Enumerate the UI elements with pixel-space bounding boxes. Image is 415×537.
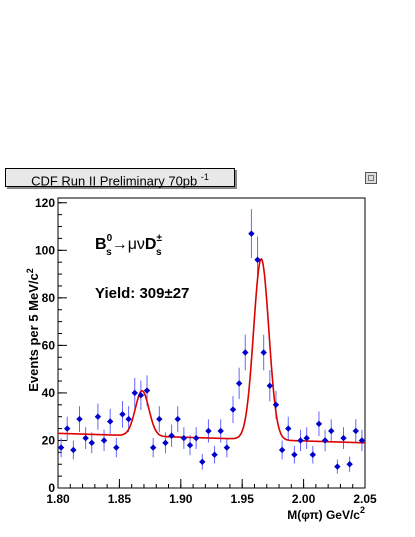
data-point (242, 349, 249, 356)
data-point (229, 406, 237, 413)
data-point (211, 451, 218, 458)
data-point (248, 230, 255, 237)
decay-arrow: →μν (112, 236, 145, 253)
data-point (278, 446, 286, 454)
plot-border (57, 197, 366, 489)
fit-curve (57, 257, 366, 444)
chart-title-text: CDF Run II Preliminary 70pb (31, 173, 198, 189)
y-tick-label: 0 (48, 481, 55, 495)
canvas-options-icon[interactable] (365, 172, 377, 184)
data-point (57, 444, 65, 451)
data-points (57, 230, 366, 470)
data-point (94, 413, 102, 420)
data-point (309, 451, 317, 458)
y-tick-label: 80 (42, 291, 56, 305)
data-point (285, 425, 292, 432)
data-point (328, 427, 335, 435)
data-point (346, 461, 353, 468)
data-point (64, 425, 71, 432)
x-tick-label: 2.00 (292, 492, 316, 506)
y-tick-label: 60 (42, 338, 56, 352)
yield-annotation: Yield: 309±27 (95, 285, 189, 302)
x-tick-label: 1.80 (46, 492, 70, 506)
data-point (352, 427, 359, 435)
data-point (156, 415, 163, 423)
data-point (125, 415, 132, 423)
data-point (82, 434, 89, 442)
data-point (143, 387, 151, 394)
decay-b-sub: s (106, 247, 112, 258)
data-point (358, 437, 366, 444)
x-axis-title: M(φπ) GeV/c2 (287, 505, 365, 522)
data-point (223, 444, 231, 451)
data-point (254, 256, 261, 264)
decay-d-sup: ± (156, 233, 162, 244)
data-point (168, 432, 175, 439)
y-axis-title: Events per 5 MeV/c2 (25, 268, 41, 392)
plot-frame (57, 197, 366, 489)
data-point (76, 415, 83, 423)
y-tick-label: 40 (42, 386, 56, 400)
data-point (88, 439, 95, 447)
decay-d-sub: s (156, 247, 162, 258)
x-axis-title-text: M(φπ) GeV/c (287, 508, 360, 522)
data-point (266, 382, 274, 389)
data-point (192, 434, 200, 442)
data-point (199, 458, 206, 466)
data-point (70, 446, 77, 454)
x-tick-label: 1.85 (108, 492, 132, 506)
data-point (291, 451, 298, 458)
data-point (334, 463, 341, 470)
data-point (303, 434, 310, 442)
x-tick-label: 1.90 (169, 492, 193, 506)
x-axis-title-sup: 2 (360, 505, 365, 515)
y-tick-label: 120 (35, 196, 55, 210)
data-point (174, 415, 181, 423)
decay-annotation: B0 s→μνD± s (95, 233, 162, 258)
y-tick-label: 20 (42, 433, 56, 447)
x-tick-label: 2.05 (353, 492, 377, 506)
data-point (180, 434, 188, 442)
decay-d: D (145, 236, 157, 253)
data-point (131, 389, 138, 397)
data-point (235, 380, 243, 387)
y-tick-label: 100 (35, 243, 55, 257)
data-point (340, 434, 347, 442)
data-point (217, 427, 224, 435)
data-point (186, 442, 194, 449)
y-axis-title-sup: 2 (25, 268, 35, 273)
data-point (272, 401, 280, 409)
data-point (162, 439, 169, 447)
axis-ticks (57, 202, 366, 489)
data-point (106, 418, 114, 425)
data-point (297, 437, 304, 444)
data-point (100, 437, 108, 444)
x-tick-label: 1.95 (231, 492, 255, 506)
axis-tick-labels: 1.80 1.85 1.90 1.95 2.00 2.05 0 20 40 60 80 100 120 (35, 196, 377, 506)
y-axis-title-text: Events per 5 MeV/c (26, 273, 41, 392)
decay-b-sup: 0 (107, 233, 113, 244)
data-point (315, 420, 323, 428)
chart-title: CDF Run II Preliminary 70pb -1 (5, 168, 235, 189)
data-point (113, 444, 120, 451)
data-point (321, 437, 329, 444)
data-point (137, 392, 145, 399)
decay-b: B (95, 236, 107, 253)
chart-title-sup: -1 (200, 172, 209, 182)
data-point (260, 349, 267, 356)
data-point (119, 411, 126, 418)
data-point (205, 427, 212, 435)
data-point (149, 444, 157, 451)
